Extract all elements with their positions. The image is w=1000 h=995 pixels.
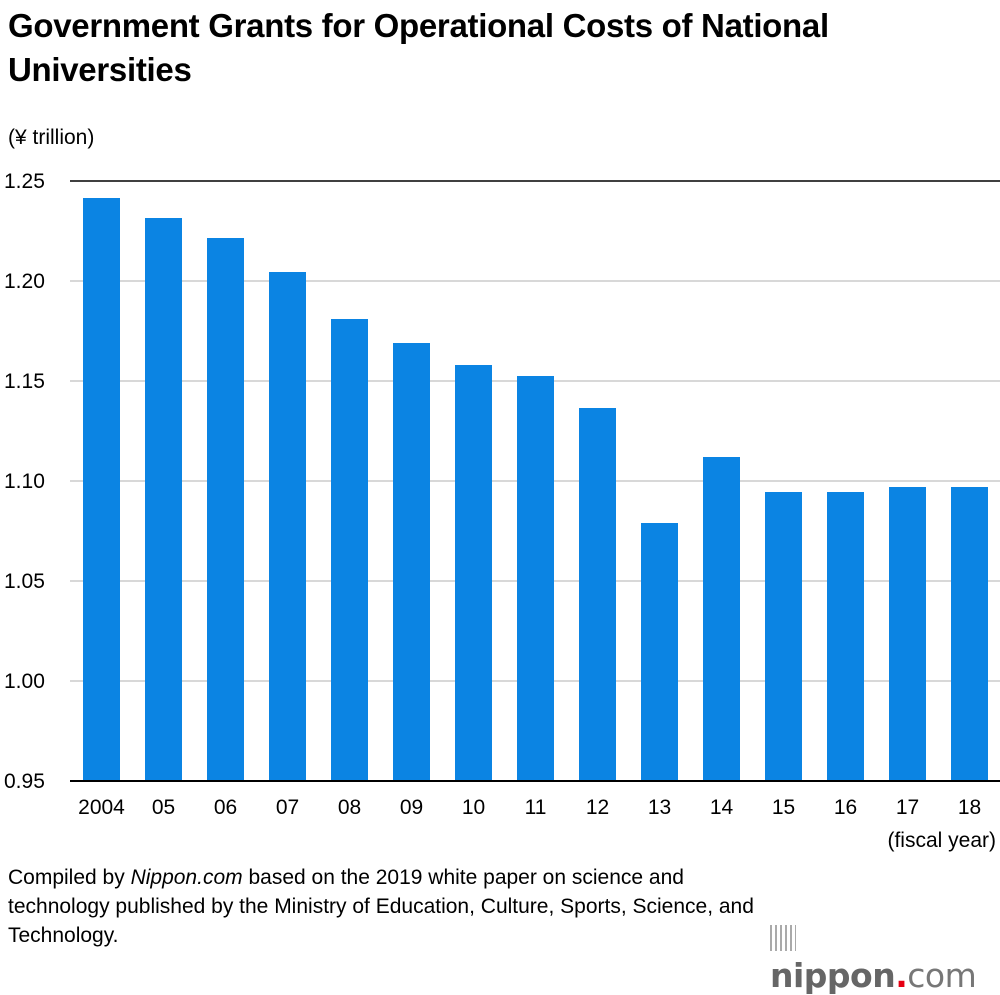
logo-dot: .	[895, 956, 908, 995]
bars	[70, 198, 1000, 782]
source-note: Compiled by Nippon.com based on the 2019…	[8, 863, 768, 950]
x-tick-label: 08	[338, 796, 361, 819]
chart-title: Government Grants for Operational Costs …	[8, 7, 829, 88]
y-tick-label: 1.00	[4, 670, 45, 693]
source-prefix: Compiled by	[8, 866, 131, 889]
x-tick-label: 09	[400, 796, 423, 819]
y-tick-label: 1.25	[4, 170, 45, 193]
x-tick-label: 12	[586, 796, 609, 819]
bar-09	[393, 343, 430, 781]
y-tick-label: 1.05	[4, 570, 45, 593]
x-tick-label: 06	[214, 796, 237, 819]
bar-18	[951, 487, 988, 781]
bar-07	[269, 272, 306, 781]
bar-10	[455, 365, 492, 781]
y-tick-label: 1.20	[4, 270, 45, 293]
y-tick-labels: 0.95 1.00 1.05 1.10 1.15 1.20 1.25	[4, 170, 45, 793]
nippon-logo: nippon.com	[770, 917, 1000, 995]
bar-2004	[83, 198, 120, 781]
x-tick-label: 13	[648, 796, 671, 819]
bar-12	[579, 408, 616, 781]
bar-chart: 0.95 1.00 1.05 1.10 1.15 1.20 1.25 2004 05 06 07 0…	[4, 170, 1000, 819]
bar-17	[889, 487, 926, 781]
x-tick-label: 18	[958, 796, 981, 819]
bar-15	[765, 492, 802, 781]
source-suffix: based on the 2019 white paper on science…	[8, 866, 754, 947]
x-tick-label: 15	[772, 796, 795, 819]
logo-tld: com	[907, 956, 977, 995]
bar-11	[517, 376, 554, 781]
bar-14	[703, 457, 740, 781]
x-tick-labels: 2004 05 06 07 08 09 10 11 12 13 14 15 16 17 18	[78, 796, 981, 819]
bar-05	[145, 218, 182, 781]
x-tick-label: 17	[896, 796, 919, 819]
y-tick-label: 0.95	[4, 770, 45, 793]
x-axis-unit: (fiscal year)	[887, 829, 996, 852]
source-publisher: Nippon.com	[130, 866, 243, 889]
bar-08	[331, 319, 368, 781]
logo-name: nippon	[770, 956, 896, 995]
x-tick-label: 2004	[78, 796, 125, 819]
x-tick-label: 10	[462, 796, 485, 819]
bar-13	[641, 523, 678, 781]
x-tick-label: 11	[525, 796, 547, 819]
logo-bars-icon	[770, 925, 796, 951]
x-tick-label: 14	[710, 796, 734, 819]
y-tick-label: 1.15	[4, 370, 45, 393]
y-axis-unit: (¥ trillion)	[8, 126, 95, 149]
x-tick-label: 16	[834, 796, 857, 819]
x-tick-label: 05	[152, 796, 175, 819]
x-tick-label: 07	[276, 796, 299, 819]
y-tick-label: 1.10	[4, 470, 45, 493]
bar-16	[827, 492, 864, 781]
bar-06	[207, 238, 244, 781]
